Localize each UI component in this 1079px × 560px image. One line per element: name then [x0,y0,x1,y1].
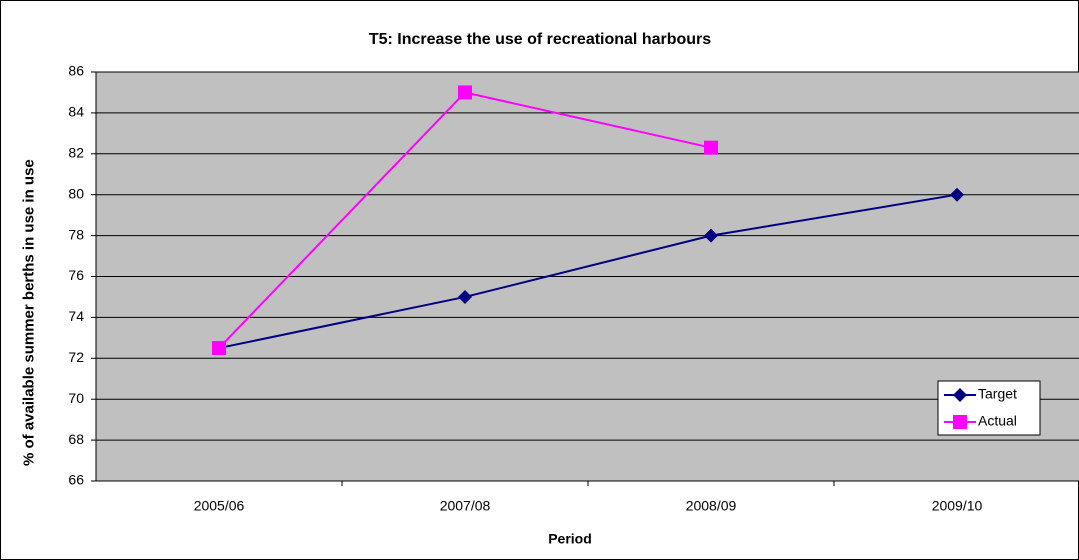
y-tick-label: 78 [68,226,84,242]
x-tick-label: 2005/06 [194,498,245,514]
y-tick-label: 72 [68,349,84,365]
data-point [212,341,226,356]
series-line [218,193,958,350]
y-tick-label: 74 [68,308,84,324]
y-tick-label: 80 [68,185,84,201]
data-point [458,289,472,304]
chart-title: T5: Increase the use of recreational har… [369,31,711,48]
y-axis-label: % of available summer berths in use in u… [20,159,38,466]
x-tick-label: 2008/09 [686,498,737,514]
y-tick-label: 86 [68,63,84,79]
x-tick-label: 2009/10 [932,498,983,514]
legend-label: Target [978,386,1017,402]
y-tick-label: 82 [68,145,84,161]
x-tick-label: 2007/08 [440,498,491,514]
y-tick-label: 66 [68,472,84,488]
y-tick-label: 70 [68,390,84,406]
y-tick-label: 84 [68,104,84,120]
legend-marker [953,388,967,402]
y-tick-label: 68 [68,431,84,447]
x-axis-label: Period [548,531,592,547]
data-point [704,228,718,243]
data-point [704,140,718,155]
y-tick-label: 76 [68,267,84,283]
data-point [458,85,472,100]
legend-marker [953,415,967,429]
legend-label: Actual [978,413,1017,429]
data-point [950,187,964,202]
